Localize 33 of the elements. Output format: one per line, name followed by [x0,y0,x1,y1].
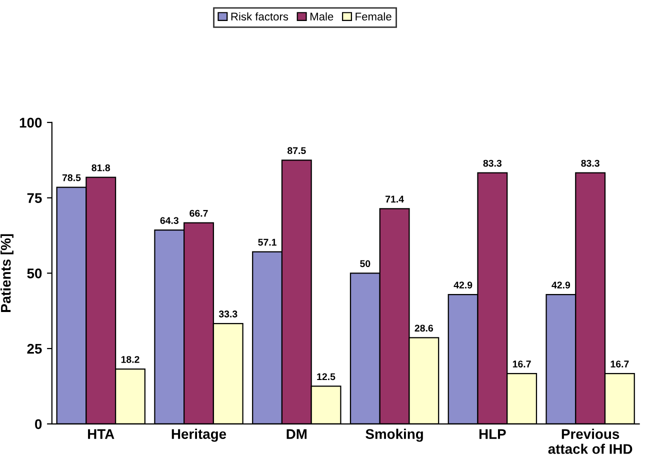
x-tick-label: Heritage [172,428,226,442]
data-label: 66.7 [190,210,208,217]
y-tick-label: 100 [20,118,42,128]
x-tick-label: Previous attack of IHD [548,428,632,454]
y-tick-label: 25 [27,344,42,354]
x-tick-label: HTA [88,429,114,439]
data-label: 42.9 [552,282,570,288]
x-tick-label: DM [286,429,307,439]
data-label: 18.2 [121,356,140,363]
data-label: 83.3 [483,160,502,167]
data-label: 87.5 [287,147,306,154]
data-label: 71.4 [385,196,404,202]
data-label: 50 [360,260,370,268]
data-label: 33.3 [218,310,238,318]
data-label: 64.3 [160,217,178,224]
data-label: 81.8 [92,164,110,172]
data-label: 57.1 [258,238,276,246]
legend-label: Female [356,12,392,21]
x-tick-label: HLP [479,429,506,439]
data-label: 28.6 [414,324,434,332]
data-label: 78.5 [62,174,81,182]
data-label: 83.3 [581,160,600,167]
legend-label: Male [310,12,334,21]
data-label: 42.9 [454,282,472,288]
y-tick-label: 0 [35,419,42,430]
data-label: 12.5 [317,373,336,380]
y-tick-label: 75 [27,193,42,203]
data-label: 16.7 [512,360,531,368]
x-tick-label: Smoking [366,428,423,442]
legend-label: Risk factors [231,12,288,21]
y-axis-title: Patients [%] [0,234,14,312]
y-tick-label: 50 [27,268,42,278]
data-label: 16.7 [610,360,629,368]
